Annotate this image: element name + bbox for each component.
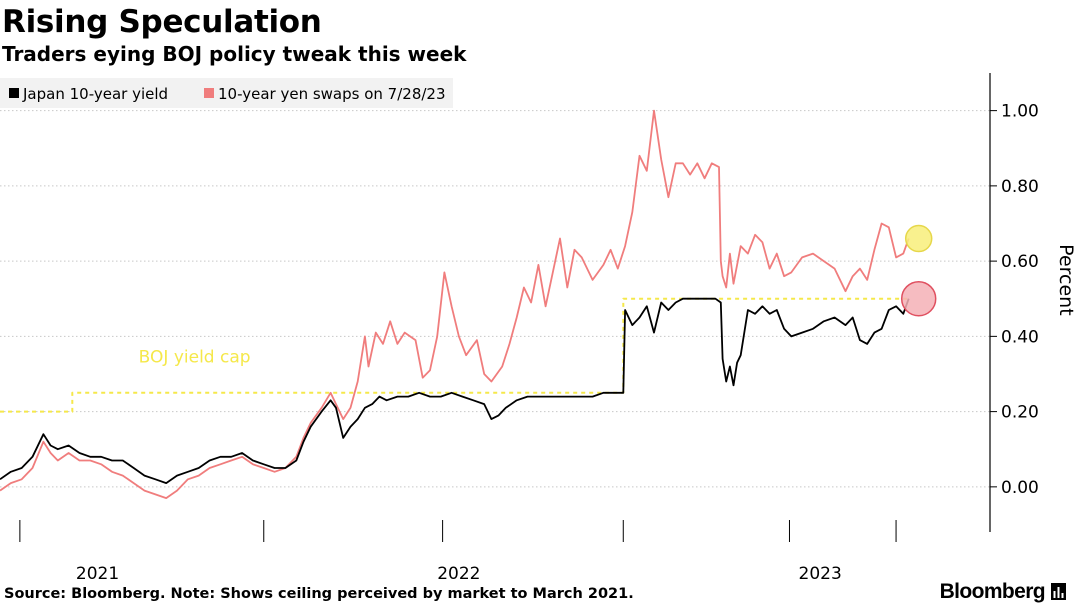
y-tick-label: 0.00 bbox=[1001, 478, 1039, 498]
x-tick-label: 2021 bbox=[76, 564, 119, 580]
marker-yield bbox=[900, 280, 937, 317]
bloomberg-logo: Bloomberg bbox=[940, 580, 1066, 604]
legend-label-swaps: 10-year yen swaps on 7/28/23 bbox=[218, 85, 446, 103]
y-tick-label: 0.80 bbox=[1001, 177, 1039, 197]
x-axis: 2021 2022 2023 bbox=[19, 520, 897, 580]
logo-text: Bloomberg bbox=[939, 580, 1046, 603]
y-tick-label: 1.00 bbox=[1001, 102, 1039, 122]
y-tick-label: 0.60 bbox=[1001, 252, 1039, 272]
marker-swaps bbox=[904, 224, 933, 253]
y-tick-label: 0.40 bbox=[1001, 327, 1039, 347]
y-tick-label: 0.20 bbox=[1001, 403, 1039, 423]
y-axis: 0.00 0.20 0.40 0.60 0.80 1.00 bbox=[989, 73, 1039, 532]
endpoint-markers bbox=[900, 224, 937, 317]
legend-swatch-yield bbox=[9, 88, 19, 98]
source-note: Source: Bloomberg. Note: Shows ceiling p… bbox=[4, 586, 634, 602]
legend: Japan 10-year yield 10-year yen swaps on … bbox=[0, 78, 453, 108]
x-tick-label: 2022 bbox=[437, 564, 480, 580]
bar-chart-icon bbox=[1051, 583, 1066, 600]
line-chart: 2021 2022 2023 0.00 0.20 0.40 0.60 0.80 1.00 BO… bbox=[0, 73, 1077, 580]
chart-title: Rising Speculation bbox=[2, 4, 322, 40]
series-line-yield bbox=[0, 297, 910, 484]
legend-background bbox=[0, 78, 453, 108]
series-lines bbox=[0, 109, 910, 499]
x-tick-label: 2023 bbox=[799, 564, 842, 580]
legend-swatch-swaps bbox=[204, 88, 214, 98]
annotations: BOJ yield cap bbox=[139, 348, 251, 368]
annotation-boj-yield-cap: BOJ yield cap bbox=[139, 348, 251, 368]
series-line-swaps bbox=[0, 109, 910, 499]
legend-label-yield: Japan 10-year yield bbox=[22, 85, 168, 103]
chart-subtitle: Traders eying BOJ policy tweak this week bbox=[2, 42, 467, 66]
y-axis-label: Percent bbox=[1055, 244, 1077, 315]
